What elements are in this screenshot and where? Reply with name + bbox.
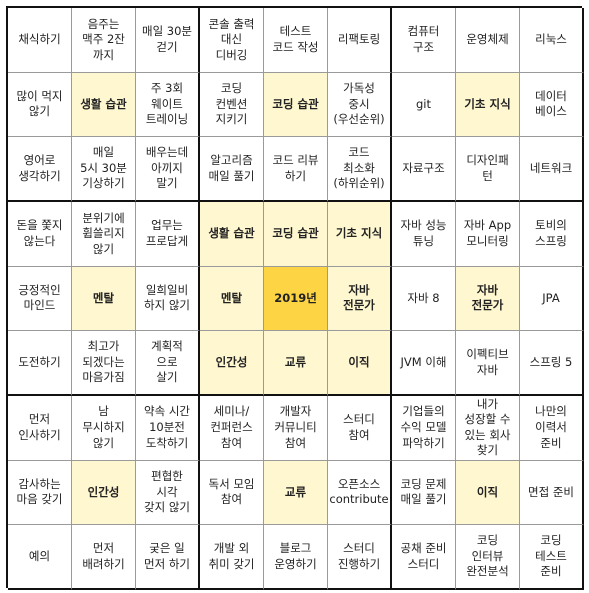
grid-cell-r5-c5: 2019년 (264, 266, 328, 332)
grid-cell-r5-c3: 일희일비 하지 않기 (136, 266, 200, 332)
grid-cell-r6-c6: 이직 (328, 331, 392, 396)
grid-cell-r8-c3: 편협한 시각 갖지 않기 (136, 460, 200, 526)
grid-cell-r2-c3: 주 3회 웨이트 트레이닝 (136, 72, 200, 138)
grid-cell-r3-c9: 네트워크 (520, 137, 584, 202)
grid-cell-r9-c4: 개발 외 취미 갖기 (200, 525, 264, 590)
grid-cell-r9-c8: 코딩 인터뷰 완전분석 (456, 525, 520, 590)
grid-cell-r4-c4: 생활 습관 (200, 201, 264, 267)
grid-cell-r2-c2: 생활 습관 (72, 72, 136, 138)
grid-cell-r3-c8: 디자인패 턴 (456, 137, 520, 202)
grid-cell-r9-c2: 먼저 배려하기 (72, 525, 136, 590)
grid-cell-r1-c3: 매일 30분 걷기 (136, 8, 200, 73)
grid-cell-r6-c7: JVM 이해 (392, 331, 456, 396)
grid-cell-r2-c4: 코딩 컨벤션 지키기 (200, 72, 264, 138)
grid-cell-r4-c1: 돈을 쫓지 않는다 (8, 201, 72, 267)
grid-cell-r8-c7: 코딩 문제 매일 풀기 (392, 460, 456, 526)
grid-cell-r9-c7: 공채 준비 스터디 (392, 525, 456, 590)
grid-cell-r3-c2: 매일 5시 30분 기상하기 (72, 137, 136, 202)
grid-cell-r9-c1: 예의 (8, 525, 72, 590)
grid-cell-r5-c2: 멘탈 (72, 266, 136, 332)
grid-cell-r4-c7: 자바 성능 튜닝 (392, 201, 456, 267)
grid-cell-r5-c1: 긍정적인 마인드 (8, 266, 72, 332)
grid-cell-r7-c7: 기업들의 수익 모델 파악하기 (392, 395, 456, 461)
grid-cell-r1-c4: 콘솔 출력 대신 디버깅 (200, 8, 264, 73)
grid-cell-r1-c1: 채식하기 (8, 8, 72, 73)
grid-cell-r6-c5: 교류 (264, 331, 328, 396)
grid-cell-r8-c2: 인간성 (72, 460, 136, 526)
grid-cell-r7-c5: 개발자 커뮤니티 참여 (264, 395, 328, 461)
grid-cell-r8-c9: 면접 준비 (520, 460, 584, 526)
grid-cell-r7-c4: 세미나/ 컨퍼런스 참여 (200, 395, 264, 461)
grid-cell-r5-c7: 자바 8 (392, 266, 456, 332)
grid-cell-r6-c1: 도전하기 (8, 331, 72, 396)
grid-cell-r4-c3: 업무는 프로답게 (136, 201, 200, 267)
grid-cell-r4-c8: 자바 App 모니터링 (456, 201, 520, 267)
grid-cell-r8-c5: 교류 (264, 460, 328, 526)
grid-cell-r4-c6: 기초 지식 (328, 201, 392, 267)
grid-cell-r3-c5: 코드 리뷰 하기 (264, 137, 328, 202)
grid-cell-r5-c6: 자바 전문가 (328, 266, 392, 332)
grid-cell-r4-c5: 코딩 습관 (264, 201, 328, 267)
grid-cell-r5-c8: 자바 전문가 (456, 266, 520, 332)
grid-cell-r9-c3: 궂은 일 먼저 하기 (136, 525, 200, 590)
grid-cell-r9-c9: 코딩 테스트 준비 (520, 525, 584, 590)
grid-cell-r1-c8: 운영체제 (456, 8, 520, 73)
grid-cell-r2-c9: 데이터 베이스 (520, 72, 584, 138)
grid-cell-r7-c6: 스터디 참여 (328, 395, 392, 461)
grid-cell-r1-c2: 음주는 맥주 2잔 까지 (72, 8, 136, 73)
grid-cell-r6-c8: 이펙티브 자바 (456, 331, 520, 396)
grid-cell-r3-c3: 배우는데 아끼지 말기 (136, 137, 200, 202)
grid-cell-r3-c1: 영어로 생각하기 (8, 137, 72, 202)
grid-cell-r2-c7: git (392, 72, 456, 138)
grid-cell-r8-c8: 이직 (456, 460, 520, 526)
grid-cell-r7-c8: 내가 성장할 수 있는 회사 찾기 (456, 395, 520, 461)
grid-cell-r7-c3: 약속 시간 10분전 도착하기 (136, 395, 200, 461)
grid-cell-r5-c9: JPA (520, 266, 584, 332)
grid-cell-r1-c7: 컴퓨터 구조 (392, 8, 456, 73)
grid-cell-r2-c5: 코딩 습관 (264, 72, 328, 138)
grid-cell-r2-c8: 기초 지식 (456, 72, 520, 138)
grid-cell-r2-c6: 가독성 중시 (우선순위) (328, 72, 392, 138)
grid-cell-r6-c3: 계획적 으로 살기 (136, 331, 200, 396)
grid-cell-r9-c6: 스터디 진행하기 (328, 525, 392, 590)
grid-cell-r3-c7: 자료구조 (392, 137, 456, 202)
grid-cell-r1-c9: 리눅스 (520, 8, 584, 73)
grid-cell-r1-c5: 테스트 코드 작성 (264, 8, 328, 73)
grid-cell-r8-c4: 독서 모임 참여 (200, 460, 264, 526)
grid-cell-r7-c1: 먼저 인사하기 (8, 395, 72, 461)
mandalart-board: 채식하기 음주는 맥주 2잔 까지 매일 30분 걷기 콘솔 출력 대신 디버깅 테스트… (6, 6, 584, 590)
grid-cell-r6-c2: 최고가 되겠다는 마음가짐 (72, 331, 136, 396)
grid-cell-r4-c9: 토비의 스프링 (520, 201, 584, 267)
grid-cell-r4-c2: 분위기에 휩쓸리지 않기 (72, 201, 136, 267)
grid-cell-r6-c9: 스프링 5 (520, 331, 584, 396)
grid-cell-r6-c4: 인간성 (200, 331, 264, 396)
grid-cell-r1-c6: 리팩토링 (328, 8, 392, 73)
grid-cell-r2-c1: 많이 먹지 않기 (8, 72, 72, 138)
grid-cell-r3-c4: 알고리즘 매일 풀기 (200, 137, 264, 202)
grid-cell-r8-c1: 감사하는 마음 갖기 (8, 460, 72, 526)
grid-cell-r8-c6: 오픈소스 contribute (328, 460, 392, 526)
grid-cell-r5-c4: 멘탈 (200, 266, 264, 332)
grid-cell-r9-c5: 블로그 운영하기 (264, 525, 328, 590)
grid-cell-r7-c9: 나만의 이력서 준비 (520, 395, 584, 461)
grid-cell-r3-c6: 코드 최소화 (하위순위) (328, 137, 392, 202)
grid-cell-r7-c2: 남 무시하지 않기 (72, 395, 136, 461)
